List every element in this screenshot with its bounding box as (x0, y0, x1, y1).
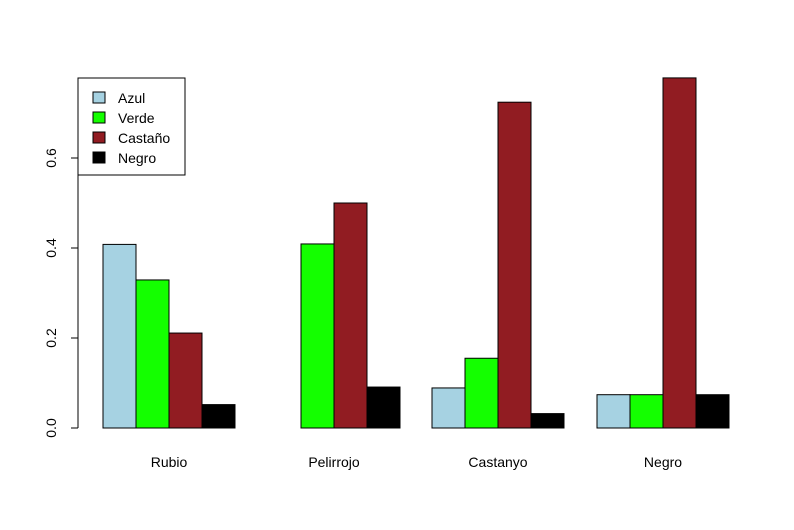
y-tick-label: 0.2 (43, 328, 59, 348)
y-axis: 0.0 0.2 0.4 0.6 (43, 148, 79, 438)
category-label: Rubio (151, 454, 188, 470)
legend-swatch (92, 131, 106, 144)
bar-rubio-2 (135, 279, 170, 429)
bar-castanyo-3 (497, 101, 532, 429)
legend-label: Castaño (118, 130, 170, 146)
y-tick-label: 0.4 (43, 238, 59, 258)
y-tick-label: 0.0 (43, 418, 59, 438)
legend-swatch (92, 151, 106, 164)
legend-label: Negro (118, 150, 156, 166)
bar-negro-4 (695, 394, 730, 429)
bar-castanyo-2 (464, 357, 499, 429)
category-label: Castanyo (468, 454, 527, 470)
category-label: Pelirrojo (308, 454, 360, 470)
bar-castanyo-4 (530, 413, 565, 429)
y-tick-label: 0.6 (43, 148, 59, 168)
bar-rubio-1 (102, 243, 137, 429)
bar-castanyo-1 (431, 387, 466, 429)
bar-pelirrojo-3 (333, 202, 368, 429)
bar-rubio-3 (168, 332, 203, 429)
legend-label: Verde (118, 110, 155, 126)
bar-pelirrojo-2 (300, 243, 335, 429)
bars-group (102, 77, 730, 429)
bar-negro-3 (662, 77, 697, 429)
legend-swatch (92, 91, 106, 104)
bar-negro-2 (629, 394, 664, 429)
legend-label: Azul (118, 90, 145, 106)
legend: Azul Verde Castaño Negro (77, 77, 186, 176)
bar-negro-1 (596, 394, 631, 429)
x-axis-labels: Rubio Pelirrojo Castanyo Negro (151, 454, 683, 470)
legend-swatch (92, 111, 106, 124)
bar-rubio-4 (201, 404, 236, 429)
bar-pelirrojo-4 (366, 386, 401, 429)
category-label: Negro (644, 454, 682, 470)
